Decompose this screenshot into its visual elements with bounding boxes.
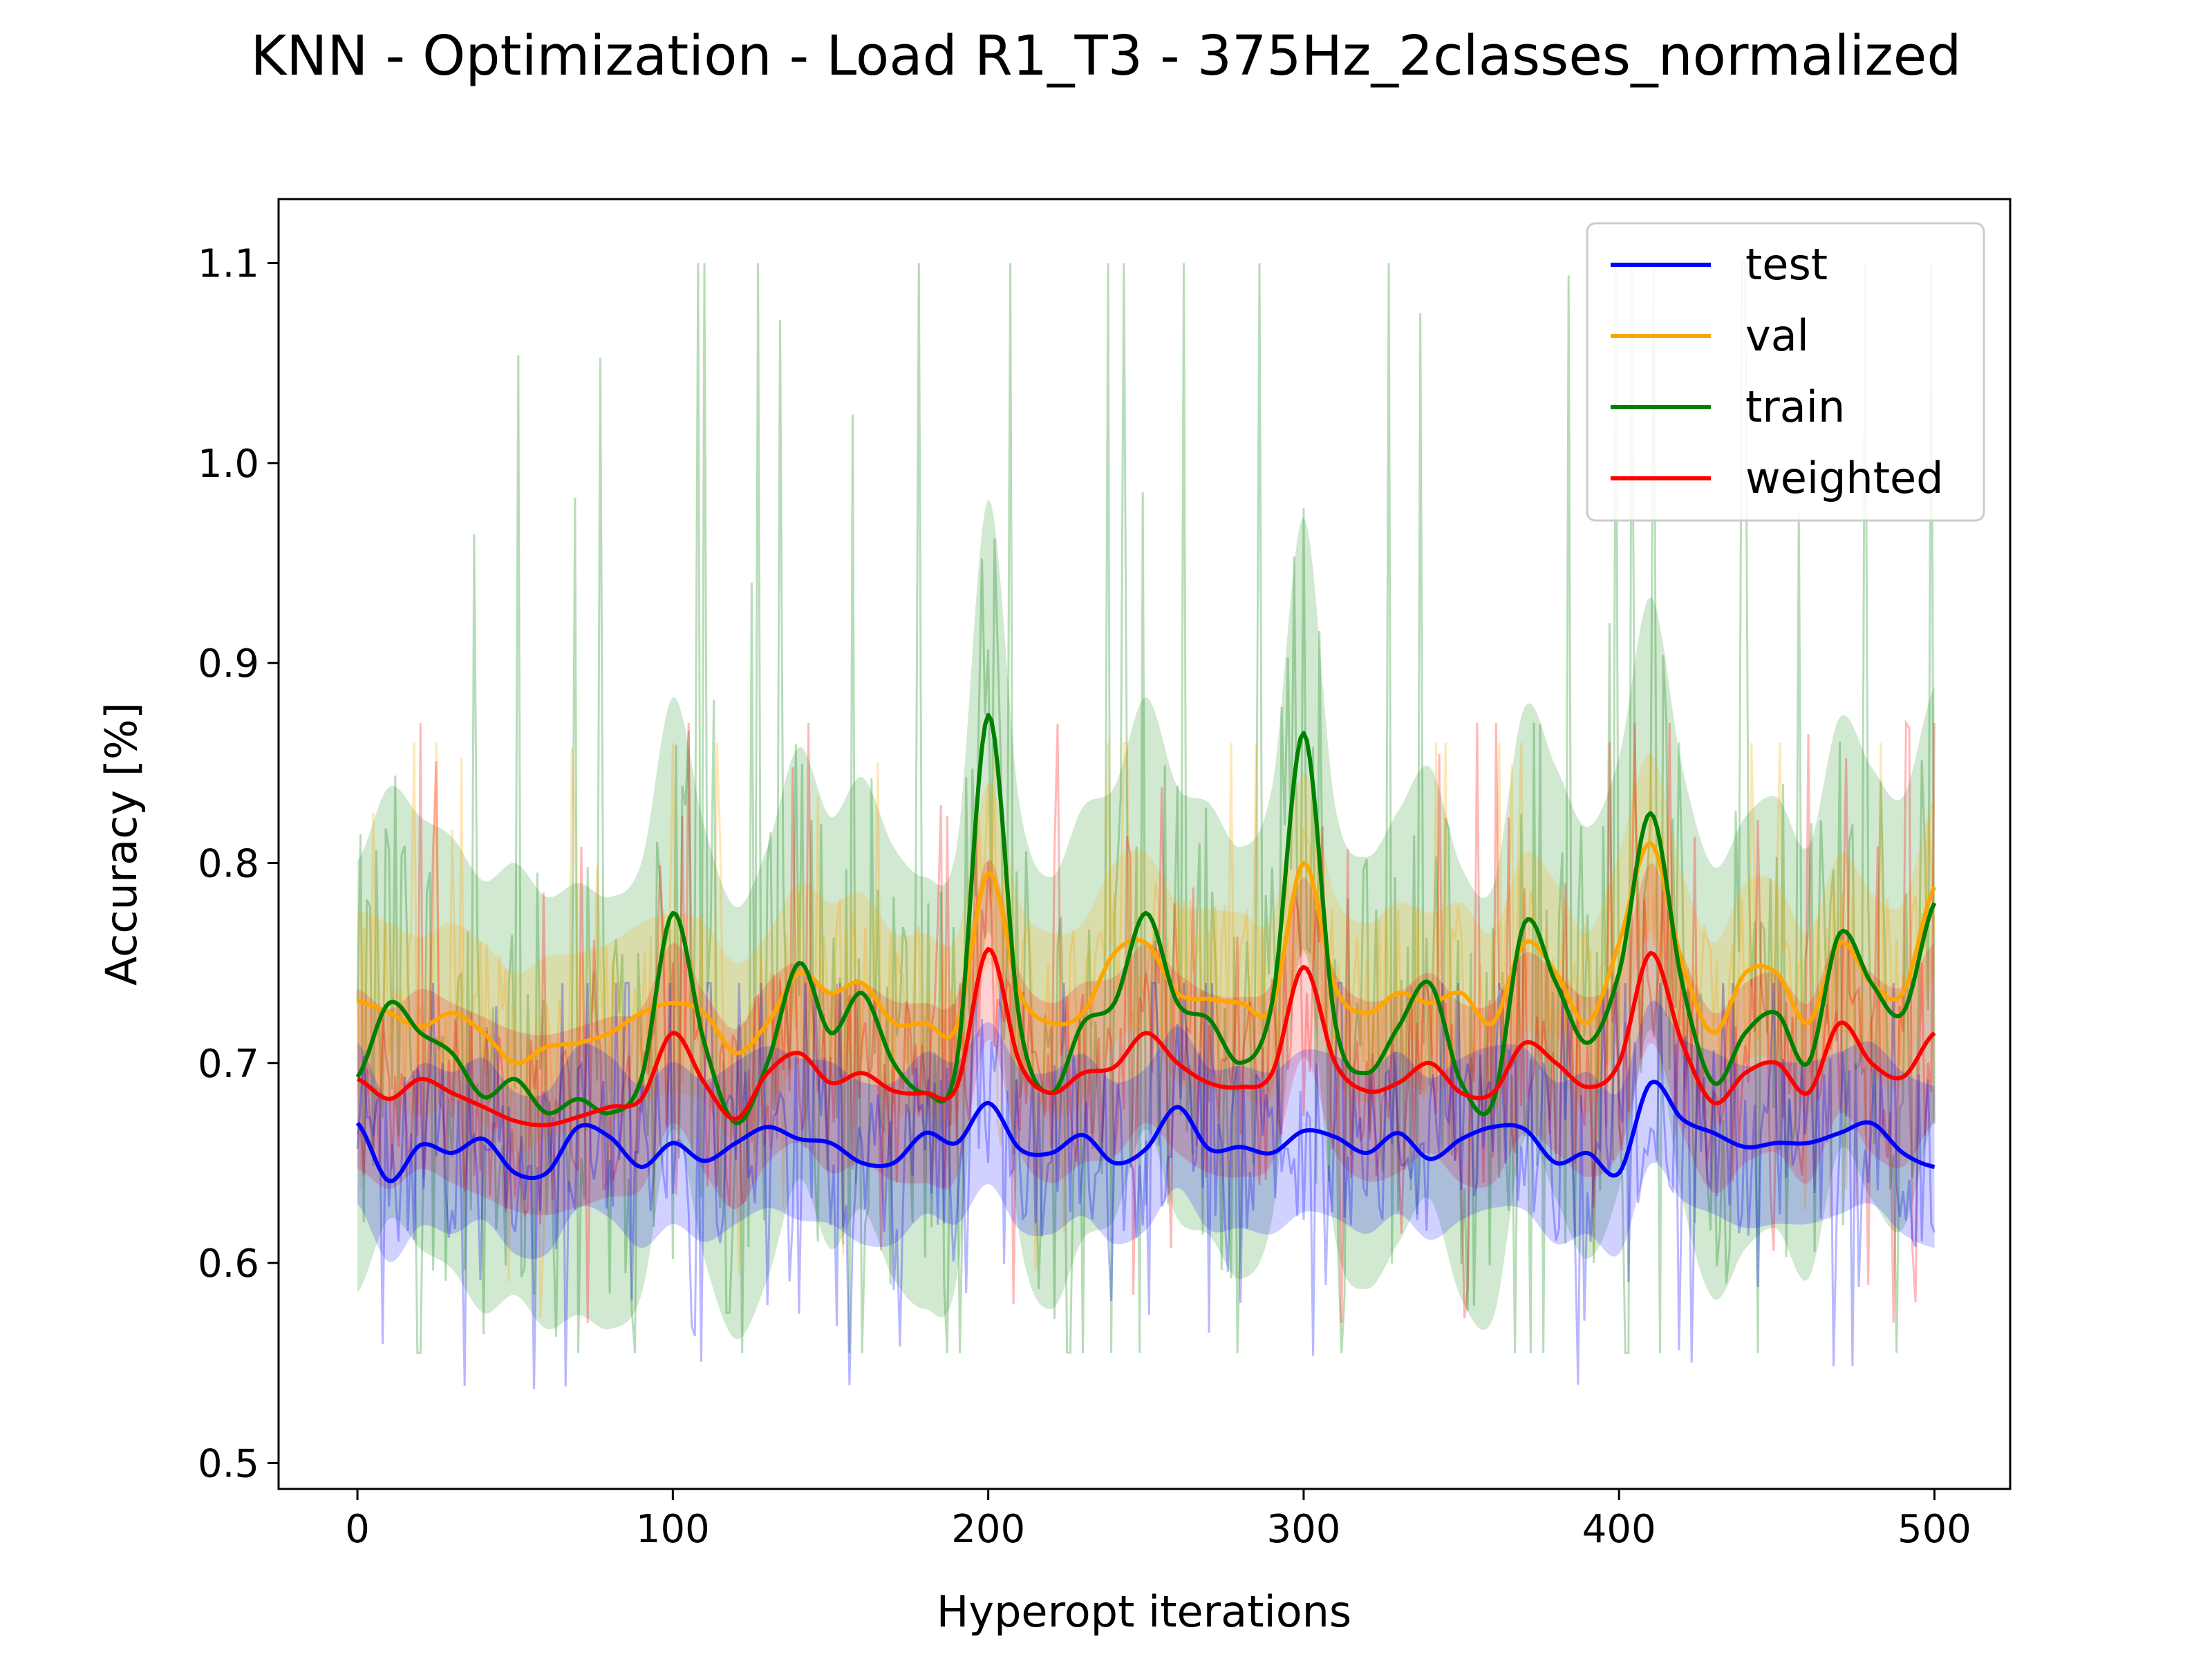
legend-label-val: val: [1745, 310, 1809, 361]
x-tick-label: 300: [1266, 1507, 1340, 1552]
x-axis-label: Hyperopt iterations: [937, 1586, 1351, 1637]
weighted-series-line: [356, 946, 1936, 1127]
test-series-line: [355, 1079, 1936, 1183]
weighted-band: [357, 859, 1935, 1215]
y-tick-label: 0.8: [198, 841, 259, 886]
y-tick-label: 0.9: [198, 641, 259, 686]
y-tick-label: 0.7: [198, 1042, 259, 1087]
x-tick-label: 0: [345, 1507, 370, 1552]
y-tick-label: 0.6: [198, 1241, 259, 1286]
legend-box: [1586, 222, 1985, 522]
chart-title: KNN - Optimization - Load R1_T3 - 375Hz_…: [250, 24, 1961, 88]
x-tick-label: 200: [951, 1507, 1025, 1552]
y-tick-label: 0.5: [198, 1441, 259, 1486]
raw-data-layer: [356, 262, 1936, 1389]
test-raw-line: [356, 982, 1936, 1389]
x-tick-label: 400: [1582, 1507, 1656, 1552]
y-tick-label: 1.1: [198, 242, 259, 287]
plot-frame: [277, 198, 2012, 1490]
val-raw-line: [356, 742, 1936, 1318]
legend: test val train weighted: [1586, 222, 1985, 522]
x-tick-label: 100: [636, 1507, 710, 1552]
y-axis-label: Accuracy [%]: [96, 702, 147, 986]
test-band: [357, 1000, 1935, 1262]
smoothed-lines-layer: [355, 713, 1937, 1183]
legend-label-test: test: [1745, 239, 1828, 290]
y-axis: 0.5 0.6 0.7 0.8 0.9 1.0 1.1: [198, 242, 279, 1486]
x-axis: 0 100 200 300 400 500: [345, 1489, 1971, 1552]
train-raw-line: [356, 262, 1936, 1355]
legend-label-weighted: weighted: [1745, 453, 1944, 503]
val-band: [357, 753, 1935, 1154]
x-tick-label: 500: [1897, 1507, 1971, 1552]
legend-label-train: train: [1745, 382, 1845, 432]
weighted-raw-line: [356, 719, 1936, 1323]
y-tick-label: 1.0: [198, 442, 259, 487]
train-band: [357, 499, 1935, 1339]
train-series-line: [355, 713, 1937, 1125]
